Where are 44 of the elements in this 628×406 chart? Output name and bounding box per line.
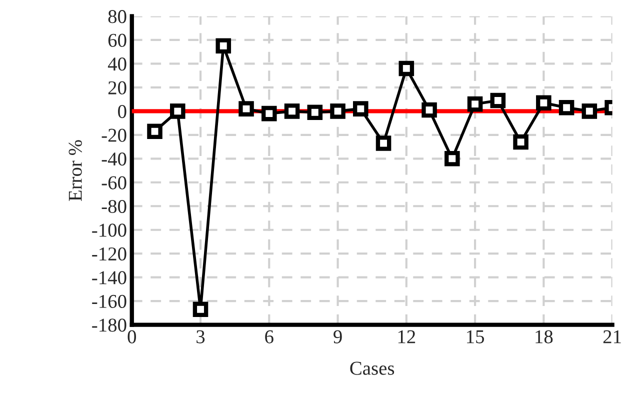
point — [398, 60, 414, 76]
y-tick-label: -100 — [92, 224, 126, 237]
point — [376, 136, 392, 151]
point — [238, 101, 254, 116]
y-tick-label: 60 — [108, 34, 126, 47]
point — [353, 101, 368, 116]
y-axis-title: Error % — [68, 140, 82, 201]
y-tick-label: -80 — [102, 200, 126, 214]
point — [307, 104, 323, 120]
point — [513, 134, 528, 150]
y-tick-label: -120 — [92, 247, 126, 261]
point — [330, 104, 346, 119]
y-tick-label: 40 — [108, 58, 126, 71]
y-tick-label: 0 — [118, 104, 126, 118]
x-tick-label: 15 — [467, 330, 484, 344]
x-tick-label: 9 — [334, 330, 342, 344]
point — [490, 92, 506, 108]
point — [284, 104, 300, 119]
point — [467, 96, 483, 112]
x-tick-label: 3 — [196, 330, 205, 344]
point — [536, 95, 552, 111]
y-tick-label: -60 — [102, 176, 126, 190]
y-tick-label: -40 — [102, 152, 126, 166]
point — [558, 100, 574, 116]
x-tick-label: 6 — [265, 330, 274, 344]
point — [444, 151, 460, 166]
x-tick-label: 21 — [603, 330, 621, 344]
y-tick-label: 20 — [108, 81, 126, 94]
point — [192, 302, 208, 318]
point — [216, 38, 232, 54]
x-tick-label: 18 — [536, 330, 553, 344]
point — [422, 102, 437, 118]
x-tick-label: 12 — [398, 330, 416, 344]
y-tick-label: -160 — [92, 294, 126, 308]
point — [147, 124, 162, 139]
y-tick-label: -180 — [92, 318, 126, 332]
y-tick-label: 80 — [108, 10, 126, 24]
point — [262, 106, 277, 122]
point — [582, 104, 598, 119]
x-axis-title: Cases — [350, 362, 394, 375]
y-tick-label: -20 — [102, 128, 126, 142]
y-tick-label: -140 — [92, 271, 126, 284]
x-tick-label: 0 — [128, 330, 136, 344]
point — [170, 104, 186, 119]
